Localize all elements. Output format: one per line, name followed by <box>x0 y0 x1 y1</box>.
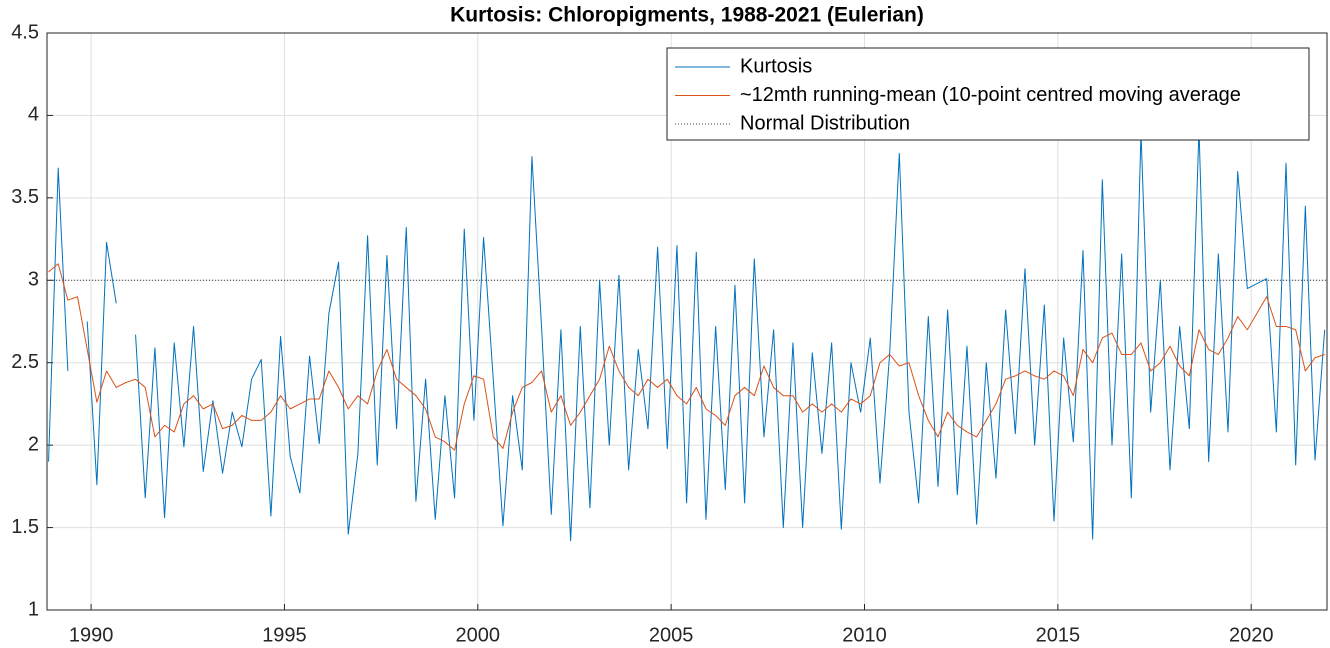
x-tick-label: 2020 <box>1229 624 1274 646</box>
x-tick-label: 1995 <box>262 624 307 646</box>
y-tick-label: 3.5 <box>11 186 39 208</box>
x-tick-label: 2000 <box>456 624 501 646</box>
legend: Kurtosis ~12mth running-mean (10-point ce… <box>666 47 1310 141</box>
data-line <box>48 128 1326 542</box>
axes-box <box>46 32 1328 611</box>
y-tick-label: 3 <box>28 269 39 291</box>
y-tick-label: 4 <box>28 104 39 126</box>
data-line <box>48 263 1325 451</box>
legend-box <box>666 47 1310 141</box>
x-tick-label: 2010 <box>842 624 887 646</box>
x-tick-label: 2015 <box>1036 624 1081 646</box>
x-tick-label: 2005 <box>649 624 694 646</box>
y-tick-label: 2 <box>28 433 39 455</box>
y-tick-label: 1.5 <box>11 516 39 538</box>
y-tick-label: 2.5 <box>11 351 39 373</box>
legend-label: Kurtosis <box>740 55 812 77</box>
y-tick-label: 4.5 <box>11 21 39 43</box>
legend-label: Normal Distribution <box>740 112 910 134</box>
chart-title: Kurtosis: Chloropigments, 1988-2021 (Eul… <box>450 4 924 27</box>
y-tick-label: 1 <box>28 598 39 620</box>
x-tick-label: 1990 <box>69 624 114 646</box>
legend-label: ~12mth running-mean (10-point centred mo… <box>740 84 1241 106</box>
